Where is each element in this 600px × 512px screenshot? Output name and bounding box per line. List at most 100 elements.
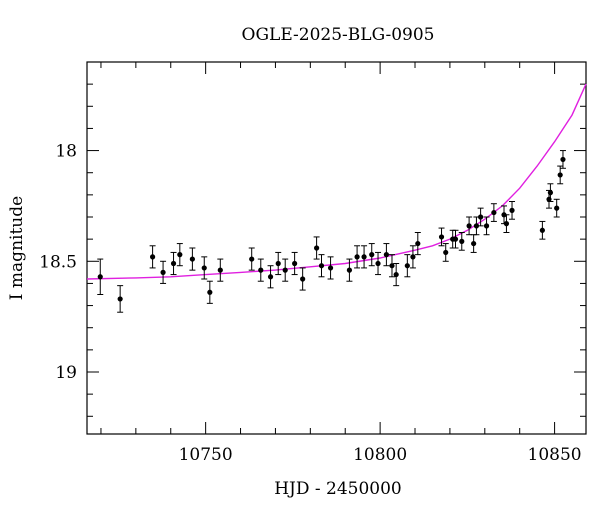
data-point [160, 260, 167, 284]
data-point [388, 254, 395, 278]
data-point [383, 243, 390, 267]
point-marker [346, 267, 353, 273]
y-tick-label: 19 [55, 363, 77, 383]
data-point [275, 251, 282, 276]
axis-ticks [87, 62, 586, 434]
point-marker [375, 260, 381, 267]
point-marker [443, 249, 449, 256]
data-point [282, 258, 289, 282]
data-point [375, 251, 382, 276]
point-marker [150, 254, 156, 260]
data-point [170, 251, 177, 276]
point-marker [383, 252, 389, 258]
data-point [361, 245, 368, 269]
data-point [149, 245, 156, 269]
point-marker [275, 260, 281, 267]
point-marker [201, 265, 207, 271]
data-point [97, 258, 104, 295]
point-marker [478, 214, 484, 220]
point-marker [318, 263, 325, 269]
plot-frame [86, 61, 587, 435]
data-point [470, 234, 477, 253]
point-marker [170, 260, 177, 267]
point-marker [471, 240, 477, 247]
data-point [438, 227, 445, 247]
point-marker [217, 267, 223, 273]
point-marker [327, 265, 334, 271]
point-marker [117, 296, 123, 302]
y-tick-label: 18 [55, 142, 77, 162]
point-marker [369, 252, 375, 258]
point-marker [560, 156, 566, 163]
point-marker [503, 221, 510, 227]
y-tick-label: 18.5 [39, 252, 77, 272]
point-marker [389, 263, 395, 269]
point-marker [483, 223, 490, 229]
point-marker [547, 190, 554, 196]
data-point [452, 229, 459, 249]
point-marker [438, 234, 445, 240]
x-tick-label: 10750 [179, 445, 233, 465]
model-curve [86, 83, 587, 280]
point-marker [491, 209, 497, 216]
data-point [458, 232, 465, 251]
data-point [117, 285, 124, 313]
data-point [414, 232, 421, 256]
data-point [503, 214, 510, 233]
data-point [509, 201, 516, 220]
point-marker [249, 256, 255, 262]
data-point [346, 258, 353, 282]
point-marker [354, 254, 360, 260]
point-marker [292, 260, 298, 267]
data-point [557, 165, 564, 185]
point-marker [539, 227, 545, 233]
data-point [490, 203, 497, 222]
data-point [201, 256, 208, 280]
x-tick-label: 10850 [528, 445, 582, 465]
point-marker [459, 238, 465, 244]
tick-labels: 10750 10800 10850 18 18.5 19 [39, 142, 582, 465]
data-point [404, 254, 411, 278]
data-point [539, 220, 546, 240]
point-marker [361, 254, 367, 260]
data-point [189, 247, 196, 271]
data-point [547, 183, 554, 202]
point-marker [160, 269, 166, 275]
data-point [354, 245, 361, 269]
y-axis-label: I magnitude [7, 196, 27, 300]
data-point [483, 216, 490, 236]
point-marker [267, 274, 274, 280]
data-point [368, 243, 375, 267]
point-marker [404, 263, 410, 269]
data-point [477, 207, 484, 227]
point-marker [207, 289, 213, 295]
data-point [409, 245, 416, 269]
data-point [466, 216, 473, 236]
data-point [393, 263, 400, 287]
data-point [257, 258, 264, 282]
point-marker [314, 245, 320, 251]
point-marker [177, 252, 183, 258]
chart-title: OGLE-2025-BLG-0905 [242, 25, 435, 45]
data-point [248, 247, 255, 271]
point-marker [473, 223, 480, 229]
data-point [299, 267, 306, 291]
data-point [176, 243, 183, 267]
point-marker [97, 274, 103, 280]
point-marker [410, 254, 416, 260]
point-marker [300, 276, 306, 282]
x-axis-label: HJD - 2450000 [274, 479, 402, 499]
point-marker [509, 207, 515, 213]
point-marker [189, 256, 195, 262]
data-point [267, 265, 274, 289]
data-point [206, 280, 213, 304]
point-marker [466, 223, 472, 229]
point-marker [282, 267, 288, 273]
point-marker [452, 236, 459, 242]
data-point [217, 258, 224, 282]
point-marker [554, 205, 560, 211]
x-tick-label: 10800 [353, 445, 407, 465]
data-points [97, 150, 566, 313]
point-marker [415, 240, 421, 247]
